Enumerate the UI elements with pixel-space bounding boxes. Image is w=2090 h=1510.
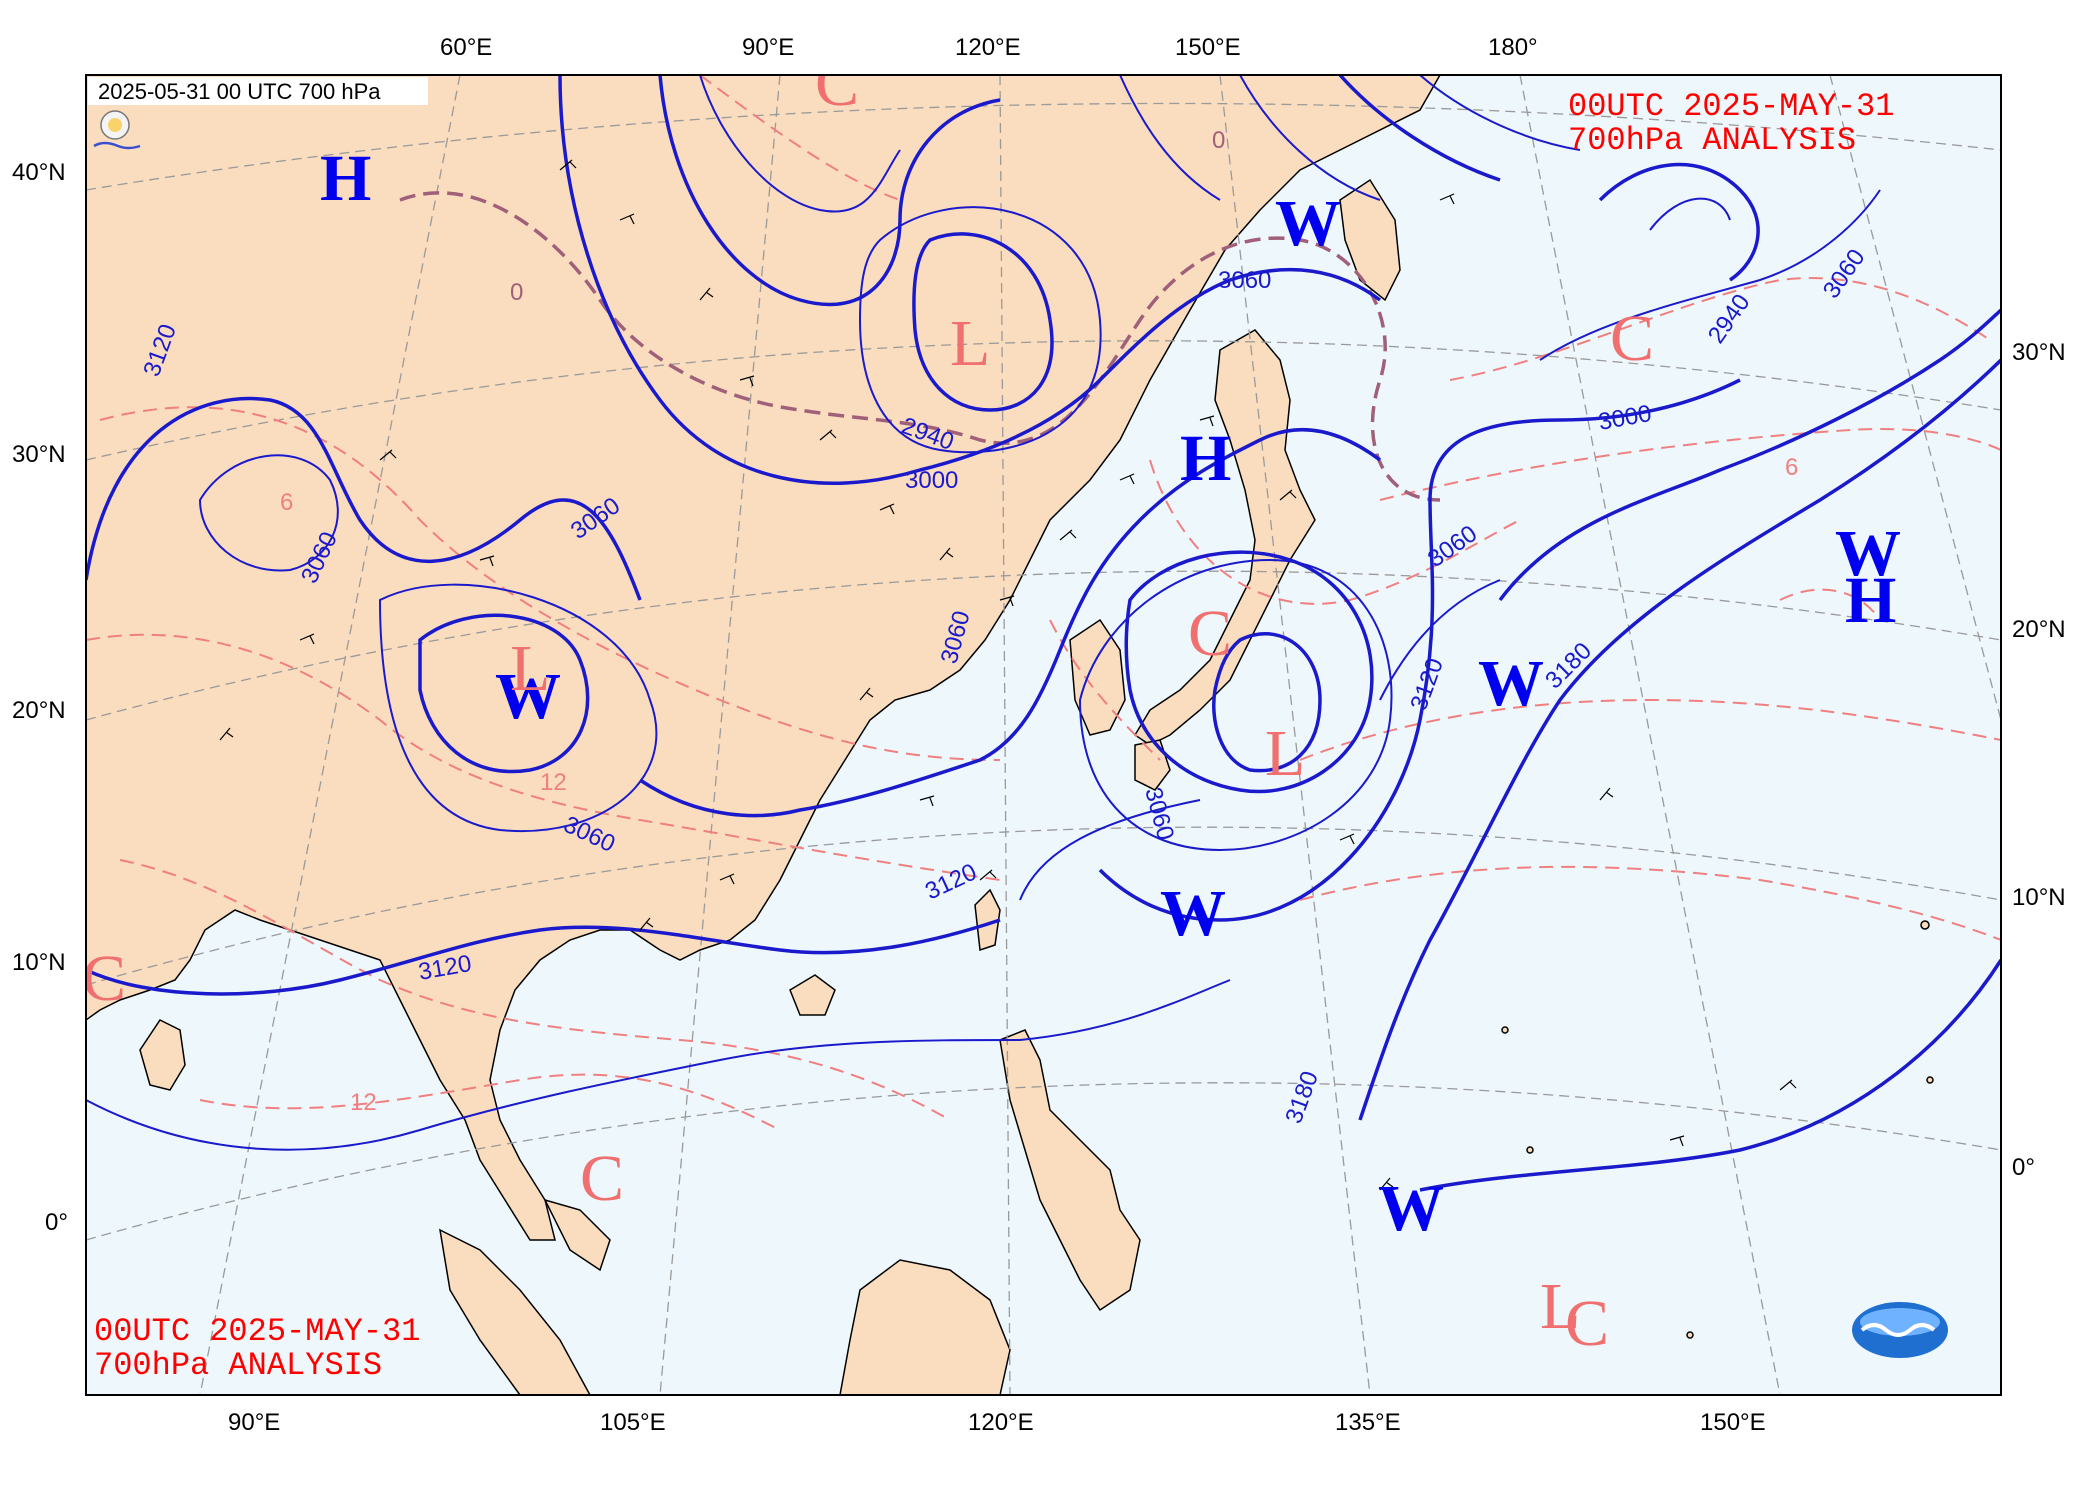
cwa-logo xyxy=(1852,1302,1948,1358)
tick-label-right: 0° xyxy=(2012,1154,2035,1181)
contour-label: 6 xyxy=(1785,454,1798,481)
land-sri-lanka xyxy=(139,1019,186,1091)
tick-label-right: 10°N xyxy=(2012,884,2066,911)
tick-label-top: 60°E xyxy=(440,34,492,61)
tick-label-top: 120°E xyxy=(955,34,1021,61)
graticule xyxy=(86,75,2001,1395)
land-hainan xyxy=(789,974,836,1016)
land-philippines xyxy=(999,1029,1141,1312)
land-taiwan xyxy=(974,888,1001,952)
land-malay-peninsula xyxy=(543,1198,611,1272)
warm-marker: W xyxy=(1275,187,1341,260)
title-bottom-left-line1: 00UTC 2025-MAY-31 xyxy=(94,1313,420,1350)
small-island xyxy=(1526,1146,1534,1154)
warm-marker: W xyxy=(1478,647,1544,720)
tick-label-right: 30°N xyxy=(2012,339,2066,366)
high-marker: H xyxy=(1180,422,1231,495)
cold-marker: C xyxy=(82,942,126,1015)
tick-label-bottom: 135°E xyxy=(1335,1409,1401,1436)
tick-label-left: 20°N xyxy=(12,697,66,724)
station-plots xyxy=(219,159,1797,1191)
land-kamchatka xyxy=(1339,178,1401,302)
low-marker: L xyxy=(1540,1270,1580,1343)
tick-label-top: 90°E xyxy=(742,34,794,61)
low-marker: L xyxy=(1265,717,1305,790)
tick-label-bottom: 120°E xyxy=(968,1409,1034,1436)
small-island xyxy=(1926,1076,1934,1084)
low-marker: L xyxy=(510,632,550,705)
contour-label: 3060 xyxy=(1218,267,1271,294)
tick-label-left: 30°N xyxy=(12,441,66,468)
cold-marker: C xyxy=(1565,1287,1609,1360)
contour-label: 0 xyxy=(510,279,523,306)
axis-bottom: 90°E 105°E 120°E 135°E 150°E xyxy=(228,1409,1766,1436)
title-top-right-line2: 700hPa ANALYSIS xyxy=(1568,122,1856,159)
stamp-box xyxy=(88,77,428,105)
tick-label-right: 20°N xyxy=(2012,616,2066,643)
contour-label: 6 xyxy=(280,489,293,516)
low-marker: L xyxy=(950,307,990,380)
contour-label: 12 xyxy=(540,769,567,796)
tick-label-left: 0° xyxy=(45,1209,68,1236)
axis-top: 60°E 90°E 120°E 150°E 180° xyxy=(440,34,1538,61)
tick-label-top: 150°E xyxy=(1175,34,1241,61)
cold-marker: C xyxy=(1188,597,1232,670)
small-island xyxy=(1501,1026,1509,1034)
high-marker: H xyxy=(320,142,371,215)
axis-left: 40°N 30°N 20°N 10°N 0° xyxy=(12,159,68,1236)
tick-label-bottom: 90°E xyxy=(228,1409,280,1436)
warm-marker: W xyxy=(1160,877,1226,950)
contour-label: 0 xyxy=(1212,127,1225,154)
warm-marker: W xyxy=(495,660,561,733)
system-markers: H H W H W W W W W L L L C C C C C L C xyxy=(82,47,1901,1360)
axis-right: 30°N 20°N 10°N 0° xyxy=(2012,339,2066,1181)
title-top-right-line1: 00UTC 2025-MAY-31 xyxy=(1568,88,1894,125)
cold-marker: C xyxy=(1610,302,1654,375)
land-japan xyxy=(1133,329,1316,746)
tick-label-left: 40°N xyxy=(12,159,66,186)
map-stamp: 2025-05-31 00 UTC 700 hPa xyxy=(98,79,381,104)
contour-label: 12 xyxy=(350,1089,377,1116)
cold-marker: C xyxy=(580,1142,624,1215)
small-island xyxy=(1920,920,1930,930)
tick-label-left: 10°N xyxy=(12,949,66,976)
land-sumatra xyxy=(439,1228,591,1395)
height-contours xyxy=(86,75,2001,1192)
contour-label: 3000 xyxy=(905,467,958,494)
agency-logo xyxy=(93,110,141,150)
tick-label-bottom: 150°E xyxy=(1700,1409,1766,1436)
warm-marker: W xyxy=(1378,1172,1444,1245)
tick-label-bottom: 105°E xyxy=(600,1409,666,1436)
warm-marker: W xyxy=(1835,517,1901,590)
map-frame xyxy=(85,74,2002,1396)
land-borneo xyxy=(839,1259,1011,1395)
tick-label-top: 180° xyxy=(1488,34,1538,61)
high-marker: H xyxy=(1845,564,1896,637)
zero-isotherm xyxy=(399,191,1441,502)
small-island xyxy=(1686,1331,1694,1339)
title-bottom-left-line2: 700hPa ANALYSIS xyxy=(94,1347,382,1384)
cold-marker: C xyxy=(815,47,859,120)
